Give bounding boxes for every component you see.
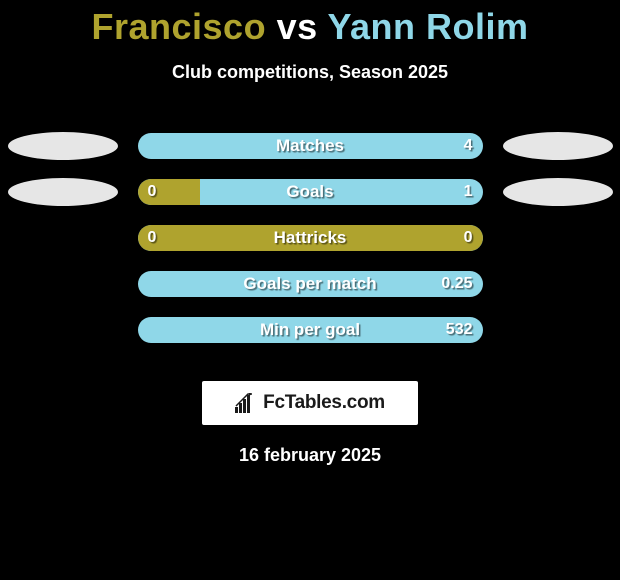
left-club-ellipse bbox=[8, 132, 118, 160]
comparison-infographic: Francisco vs Yann Rolim Club competition… bbox=[0, 0, 620, 580]
stat-value-right: 1 bbox=[464, 179, 473, 205]
brand-text: FcTables.com bbox=[263, 392, 385, 414]
stat-rows: Matches4 0Goals1 0Hattricks0 Goals per matc… bbox=[0, 123, 620, 353]
right-club-ellipse bbox=[503, 132, 613, 160]
title-right-name: Yann Rolim bbox=[327, 6, 528, 47]
stat-label: Matches bbox=[138, 133, 483, 159]
stat-bar: 0Hattricks0 bbox=[138, 225, 483, 251]
stat-row: Goals per match0.25 bbox=[0, 261, 620, 307]
brand-badge: FcTables.com bbox=[202, 381, 418, 425]
bar-chart-icon bbox=[235, 393, 257, 413]
page-title: Francisco vs Yann Rolim bbox=[0, 0, 620, 48]
right-club-ellipse bbox=[503, 178, 613, 206]
stat-bar: Min per goal532 bbox=[138, 317, 483, 343]
stat-bar-left-fill bbox=[138, 225, 483, 251]
stat-row: Matches4 bbox=[0, 123, 620, 169]
stat-value-right: 532 bbox=[446, 317, 473, 343]
stat-value-right: 0.25 bbox=[441, 271, 472, 297]
stat-row: 0Goals1 bbox=[0, 169, 620, 215]
stat-row: 0Hattricks0 bbox=[0, 215, 620, 261]
stat-label: Goals per match bbox=[138, 271, 483, 297]
left-club-ellipse bbox=[8, 178, 118, 206]
subtitle: Club competitions, Season 2025 bbox=[0, 62, 620, 83]
date-text: 16 february 2025 bbox=[0, 445, 620, 466]
stat-value-left: 0 bbox=[148, 179, 157, 205]
title-vs: vs bbox=[277, 6, 318, 47]
stat-label: Min per goal bbox=[138, 317, 483, 343]
stat-bar: Goals per match0.25 bbox=[138, 271, 483, 297]
stat-value-right: 4 bbox=[464, 133, 473, 159]
stat-value-left: 0 bbox=[148, 225, 157, 251]
stat-bar: 0Goals1 bbox=[138, 179, 483, 205]
title-left-name: Francisco bbox=[91, 6, 266, 47]
stat-bar: Matches4 bbox=[138, 133, 483, 159]
stat-row: Min per goal532 bbox=[0, 307, 620, 353]
stat-value-right: 0 bbox=[464, 225, 473, 251]
